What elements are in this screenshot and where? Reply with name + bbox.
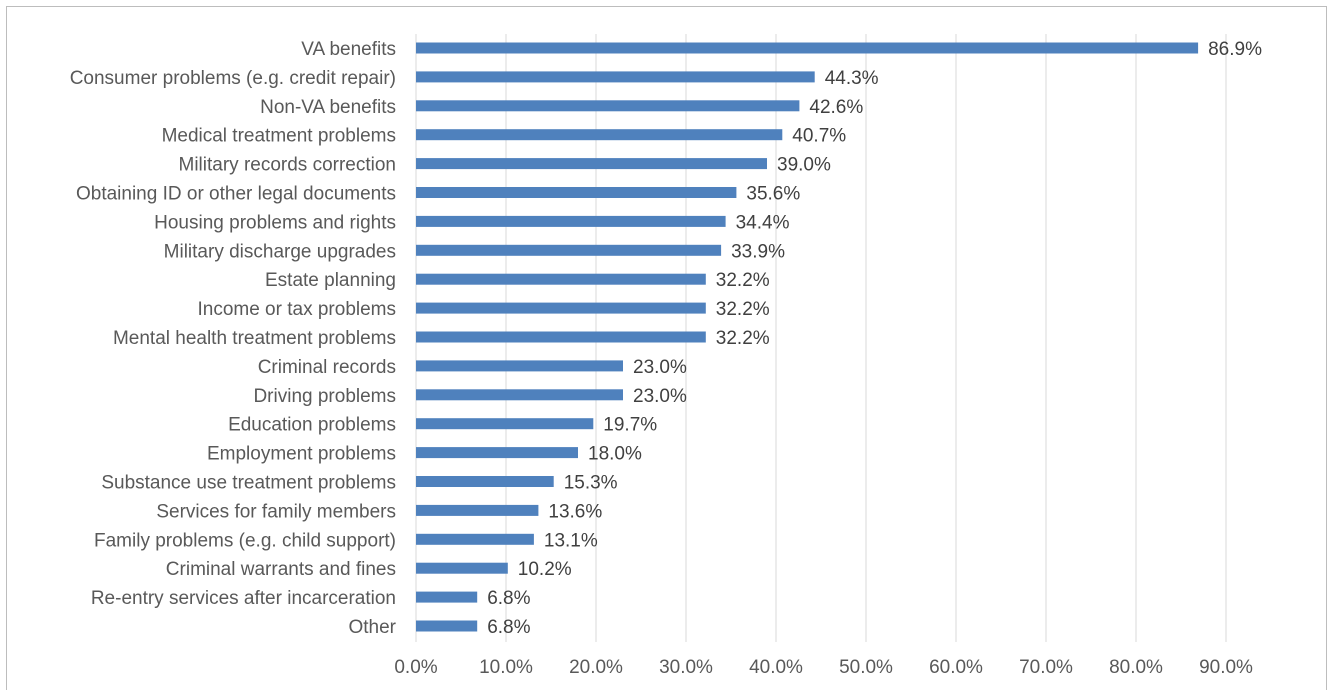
data-label: 32.2% bbox=[716, 299, 770, 320]
data-label: 18.0% bbox=[588, 444, 642, 465]
category-label: Employment problems bbox=[207, 444, 396, 465]
x-tick-label: 20.0% bbox=[569, 657, 623, 678]
chart-frame bbox=[6, 6, 1327, 690]
data-label: 13.6% bbox=[548, 501, 602, 522]
x-tick-label: 0.0% bbox=[394, 657, 437, 678]
category-label: Income or tax problems bbox=[197, 299, 396, 320]
data-label: 6.8% bbox=[487, 588, 530, 609]
bar bbox=[416, 244, 722, 256]
data-label: 32.2% bbox=[716, 328, 770, 349]
x-tick-label: 50.0% bbox=[839, 657, 893, 678]
bar bbox=[416, 620, 478, 632]
data-label: 39.0% bbox=[777, 155, 831, 176]
category-label: Military discharge upgrades bbox=[164, 241, 396, 262]
data-label: 10.2% bbox=[518, 559, 572, 580]
bar bbox=[416, 129, 783, 141]
bar bbox=[416, 71, 815, 83]
data-label: 15.3% bbox=[564, 473, 618, 494]
data-label: 86.9% bbox=[1208, 39, 1262, 60]
data-label: 42.6% bbox=[809, 97, 863, 118]
data-label: 40.7% bbox=[792, 126, 846, 147]
x-tick-label: 30.0% bbox=[659, 657, 713, 678]
bar bbox=[416, 360, 623, 372]
category-label: Military records correction bbox=[179, 155, 397, 176]
category-label: Criminal warrants and fines bbox=[166, 559, 396, 580]
category-label: Substance use treatment problems bbox=[101, 473, 396, 494]
bar bbox=[416, 273, 706, 285]
category-label: Consumer problems (e.g. credit repair) bbox=[70, 68, 396, 89]
category-label: Non-VA benefits bbox=[260, 97, 396, 118]
x-axis-tick-labels: 0.0% 10.0% 20.0% 30.0% 40.0% 50.0% 60.0% 70.0% 8… bbox=[394, 657, 1253, 678]
category-label: Education problems bbox=[228, 415, 396, 436]
bar bbox=[416, 533, 534, 545]
bar bbox=[416, 476, 554, 487]
bar bbox=[416, 331, 706, 343]
category-label: Family problems (e.g. child support) bbox=[94, 530, 396, 551]
bar bbox=[416, 187, 737, 198]
bar bbox=[416, 447, 578, 459]
bar bbox=[416, 389, 623, 401]
x-tick-label: 90.0% bbox=[1199, 657, 1253, 678]
bar bbox=[416, 562, 508, 574]
bar bbox=[416, 215, 726, 227]
category-label: VA benefits bbox=[301, 39, 396, 60]
bar bbox=[416, 42, 1199, 54]
value-labels: 86.9% 44.3% 42.6% 40.7% 39.0% 35.6% 34.4% 33.9%… bbox=[487, 39, 1262, 638]
bar bbox=[416, 504, 539, 516]
data-label: 34.4% bbox=[736, 212, 790, 233]
data-label: 23.0% bbox=[633, 386, 687, 407]
data-label: 44.3% bbox=[825, 68, 879, 89]
bar bbox=[416, 100, 800, 112]
category-labels: VA benefits Consumer problems (e.g. credi… bbox=[70, 39, 397, 638]
category-label: Mental health treatment problems bbox=[113, 328, 396, 349]
x-tick-label: 70.0% bbox=[1019, 657, 1073, 678]
x-tick-label: 10.0% bbox=[479, 657, 533, 678]
category-label: Criminal records bbox=[258, 357, 396, 378]
data-label: 13.1% bbox=[544, 530, 598, 551]
category-label: Services for family members bbox=[156, 501, 396, 522]
data-label: 32.2% bbox=[716, 270, 770, 291]
x-tick-label: 80.0% bbox=[1109, 657, 1163, 678]
category-label: Housing problems and rights bbox=[154, 212, 396, 233]
bar bbox=[416, 302, 706, 314]
category-label: Estate planning bbox=[265, 270, 396, 291]
bar bbox=[416, 591, 478, 603]
category-label: Re-entry services after incarceration bbox=[91, 588, 396, 609]
x-tick-label: 40.0% bbox=[749, 657, 803, 678]
data-label: 33.9% bbox=[731, 241, 785, 262]
category-label: Medical treatment problems bbox=[162, 126, 396, 147]
data-label: 35.6% bbox=[746, 184, 800, 205]
data-label: 6.8% bbox=[487, 617, 530, 638]
bars bbox=[416, 42, 1199, 632]
x-tick-label: 60.0% bbox=[929, 657, 983, 678]
bar bbox=[416, 158, 767, 170]
category-label: Other bbox=[348, 617, 396, 638]
data-label: 23.0% bbox=[633, 357, 687, 378]
data-label: 19.7% bbox=[603, 415, 657, 436]
category-label: Obtaining ID or other legal documents bbox=[76, 184, 396, 205]
category-label: Driving problems bbox=[253, 386, 396, 407]
bar bbox=[416, 418, 594, 430]
